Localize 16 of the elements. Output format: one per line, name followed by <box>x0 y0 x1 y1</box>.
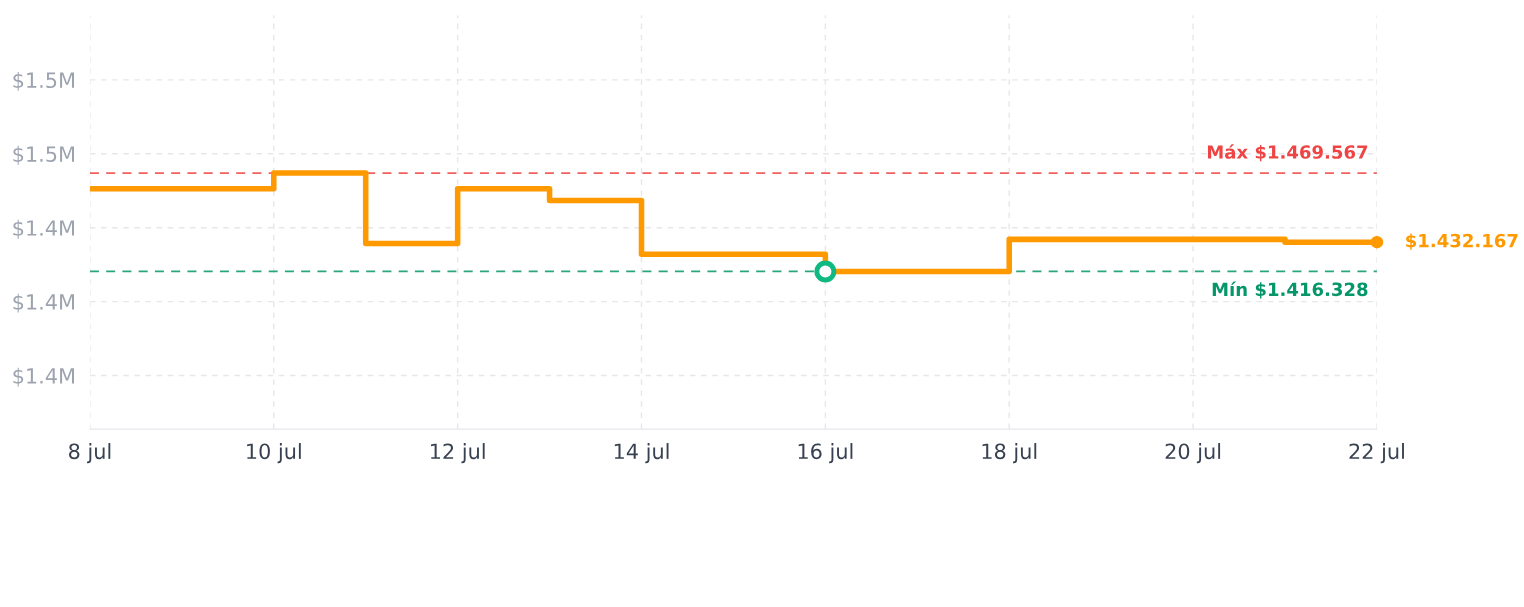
x-tick-label: 10 jul <box>247 443 301 464</box>
ref-line-label: Máx $1.469.567 <box>1207 144 1368 162</box>
y-tick-label: $1.5M <box>13 145 74 165</box>
x-tick-label: 18 jul <box>982 443 1037 464</box>
ref-line-label: Mín $1.416.328 <box>1212 281 1368 299</box>
x-tick-label: 14 jul <box>614 443 669 464</box>
x-tick-label: 22 jul <box>1349 443 1404 464</box>
x-tick-label: 20 jul <box>1165 443 1221 464</box>
annotation: $1.432.167 <box>1406 233 1518 250</box>
y-tick-label: $1.4M <box>13 293 74 313</box>
x-tick-label: 12 jul <box>430 443 485 464</box>
y-tick-label: $1.5M <box>13 71 74 91</box>
y-tick-label: $1.4M <box>13 219 74 239</box>
y-tick-label: $1.4M <box>13 367 74 387</box>
x-tick-label: 16 jul <box>798 443 853 464</box>
x-tick-label: 8 jul <box>69 443 111 464</box>
